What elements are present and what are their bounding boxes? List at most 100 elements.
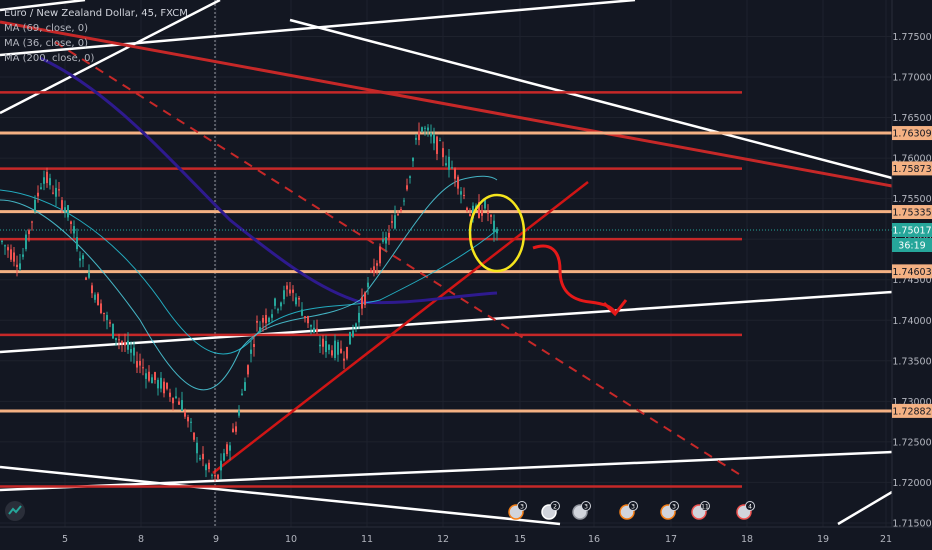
event-count: 11 — [701, 504, 709, 511]
candle-body — [43, 177, 45, 184]
white-trendline-7 — [837, 490, 893, 526]
candle-body — [82, 255, 84, 260]
candle-body — [46, 171, 48, 184]
event-count: 3 — [520, 504, 524, 511]
x-tick-label: 11 — [361, 534, 373, 545]
candle-body — [355, 323, 357, 328]
candle-body — [493, 220, 495, 233]
y-tick-label: 1.77000 — [892, 73, 931, 84]
y-tick-label: 1.74500 — [892, 275, 931, 286]
candle-body — [304, 316, 306, 319]
white-trendline-8 — [289, 18, 893, 180]
event-count-bubble — [581, 501, 591, 511]
candle-body — [289, 289, 291, 294]
candle-body — [127, 340, 129, 350]
tradingview-logo-icon[interactable] — [4, 500, 26, 522]
candle-body — [340, 348, 342, 353]
event-count: 3 — [631, 504, 635, 511]
event-count: 2 — [553, 504, 557, 511]
candle-body — [181, 400, 183, 411]
indicator-ma-69: MA (69, close, 0) — [4, 23, 89, 34]
candle-body — [97, 293, 99, 306]
event-count: 4 — [748, 504, 752, 511]
white-trendline-6 — [0, 465, 561, 526]
event-count-bubble — [550, 501, 560, 511]
candle-body — [220, 460, 222, 471]
candle-body — [280, 302, 282, 307]
candle-body — [208, 462, 210, 470]
candle-body — [163, 381, 165, 394]
candle-body — [130, 349, 132, 353]
candle-body — [151, 377, 153, 384]
candle-body — [484, 199, 486, 209]
candle-body — [100, 303, 102, 314]
candle-body — [58, 189, 60, 191]
candle-body — [244, 382, 246, 391]
candle-body — [49, 178, 51, 186]
candle-body — [61, 200, 63, 210]
candle-body — [460, 191, 462, 195]
chart-legend: Euro / New Zealand Dollar, 45, FXCM MA (… — [4, 6, 188, 66]
candle-body — [496, 228, 498, 234]
candle-body — [433, 134, 435, 144]
candle-body — [298, 297, 300, 300]
x-tick-label: 17 — [665, 534, 677, 545]
descending-resistance-line — [0, 20, 893, 188]
candle-body — [142, 367, 144, 369]
candle-body — [229, 445, 231, 451]
white-trendline-1 — [0, 0, 86, 12]
candle-body — [319, 344, 321, 347]
candle-body — [451, 167, 453, 169]
candle-body — [358, 312, 360, 323]
candle-body — [343, 358, 345, 361]
candle-body — [265, 315, 267, 324]
event-count-bubble — [700, 501, 710, 511]
event-count: 3 — [584, 504, 588, 511]
candle-body — [286, 285, 288, 290]
event-count-bubble — [628, 501, 638, 511]
y-tick-label: 1.77500 — [892, 32, 931, 43]
candle-body — [52, 192, 54, 194]
indicator-ma-36: MA (36, close, 0) — [4, 38, 89, 49]
candle-body — [235, 426, 237, 432]
candle-body — [379, 246, 381, 264]
candle-body — [466, 207, 468, 211]
candle-body — [277, 309, 279, 311]
y-tick-label: 1.73500 — [892, 356, 931, 367]
x-tick-label: 5 — [62, 534, 68, 545]
candle-body — [448, 156, 450, 170]
candle-body — [325, 340, 327, 353]
white-trendline-5 — [0, 450, 893, 492]
candle-body — [427, 127, 429, 131]
candle-body — [145, 373, 147, 379]
candle-body — [22, 254, 24, 257]
candle-body — [205, 464, 207, 471]
current-price-text: 1.75017 — [892, 226, 931, 237]
candle-body — [154, 372, 156, 380]
candle-body — [295, 297, 297, 305]
candle-body — [55, 187, 57, 197]
candle-body — [283, 290, 285, 300]
x-tick-label: 9 — [213, 534, 219, 545]
time-axis[interactable] — [0, 527, 932, 550]
price-axis[interactable] — [892, 0, 932, 527]
candle-body — [334, 340, 336, 358]
candle-body — [160, 377, 162, 389]
level-badge-text: 1.76309 — [892, 129, 931, 140]
candle-body — [487, 211, 489, 214]
ma-200-line — [39, 56, 498, 305]
candle-body — [166, 382, 168, 389]
candle-body — [4, 245, 6, 247]
candle-body — [331, 350, 333, 356]
event-markers[interactable]: 3 2 3 3 3 11 4 — [508, 501, 755, 520]
candle-body — [193, 432, 195, 440]
y-tick-label: 1.71500 — [892, 518, 931, 529]
x-tick-label: 15 — [514, 534, 526, 545]
candle-body — [85, 277, 87, 280]
candle-body — [271, 314, 273, 318]
current-price-badge — [892, 223, 932, 237]
level-badge — [892, 126, 932, 141]
event-count-bubble — [517, 501, 527, 511]
